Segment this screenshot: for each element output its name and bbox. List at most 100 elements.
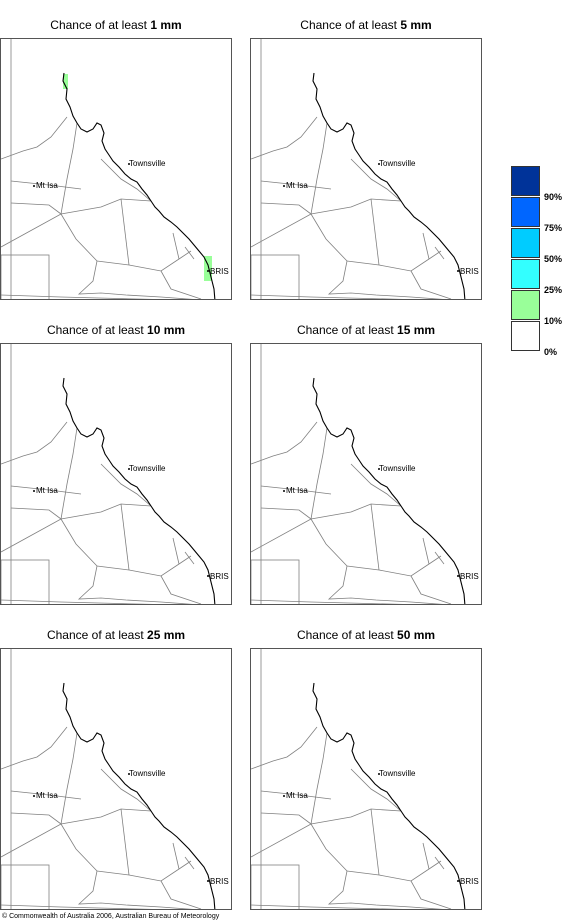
district-boundary bbox=[422, 537, 430, 565]
city-dot bbox=[457, 575, 459, 577]
legend-tick-50: 50% bbox=[544, 254, 563, 264]
city-dot bbox=[33, 185, 35, 187]
district-boundary bbox=[10, 790, 82, 800]
legend-swatch-0-10 bbox=[511, 321, 540, 351]
district-boundary bbox=[1, 904, 153, 909]
coastline bbox=[62, 72, 216, 299]
district-boundary bbox=[60, 213, 98, 262]
district-boundary bbox=[172, 842, 180, 870]
district-boundary bbox=[1, 503, 152, 553]
district-boundary bbox=[346, 250, 442, 272]
queensland-map: Townsville Mt Isa BRIS bbox=[1, 39, 229, 299]
inset-box bbox=[1, 864, 50, 909]
district-boundary bbox=[1, 808, 152, 858]
district-boundary bbox=[60, 823, 98, 872]
district-boundary bbox=[327, 565, 443, 604]
label-townsville: Townsville bbox=[379, 769, 416, 778]
district-boundary bbox=[100, 768, 152, 812]
label-townsville: Townsville bbox=[129, 159, 166, 168]
district-boundary bbox=[410, 575, 452, 604]
district-boundary bbox=[10, 202, 62, 215]
district-boundary bbox=[310, 427, 328, 520]
district-boundary bbox=[172, 232, 180, 260]
panel-title: Chance of at least 50 mm bbox=[296, 628, 436, 642]
label-bris: BRIS bbox=[460, 267, 479, 276]
district-boundary bbox=[251, 726, 318, 770]
district-boundary bbox=[10, 507, 62, 520]
city-dot bbox=[207, 880, 209, 882]
district-boundary bbox=[10, 485, 82, 495]
district-boundary bbox=[260, 202, 312, 215]
label-townsville: Townsville bbox=[129, 769, 166, 778]
district-boundary bbox=[310, 823, 348, 872]
district-boundary bbox=[96, 860, 192, 882]
district-boundary bbox=[96, 250, 192, 272]
district-boundary bbox=[10, 812, 62, 825]
inset-box bbox=[251, 254, 300, 299]
district-boundary bbox=[1, 599, 153, 604]
district-boundary bbox=[251, 904, 403, 909]
district-boundary bbox=[370, 503, 380, 571]
district-boundary bbox=[160, 880, 202, 909]
queensland-map: Townsville Mt Isa BRIS bbox=[251, 39, 479, 299]
legend-swatch-75-90 bbox=[511, 197, 540, 227]
panel-title: Chance of at least 1 mm bbox=[50, 18, 182, 32]
legend-swatch-90-100 bbox=[511, 166, 540, 196]
district-boundary bbox=[260, 180, 332, 190]
district-boundary bbox=[251, 503, 402, 553]
city-dot bbox=[207, 270, 209, 272]
district-boundary bbox=[96, 555, 192, 577]
city-dot bbox=[378, 468, 380, 470]
city-dot bbox=[128, 773, 130, 775]
district-boundary bbox=[327, 260, 443, 299]
panel-title: Chance of at least 10 mm bbox=[46, 323, 186, 337]
label-bris: BRIS bbox=[210, 267, 229, 276]
district-boundary bbox=[350, 158, 402, 202]
district-boundary bbox=[77, 565, 193, 604]
district-boundary bbox=[1, 294, 153, 299]
district-boundary bbox=[410, 880, 452, 909]
label-bris: BRIS bbox=[210, 877, 229, 886]
inset-box bbox=[1, 559, 50, 604]
district-boundary bbox=[120, 198, 130, 266]
map-5mm: Townsville Mt Isa BRIS bbox=[250, 38, 482, 300]
panel-title: Chance of at least 5 mm bbox=[300, 18, 432, 32]
label-mt-isa: Mt Isa bbox=[36, 486, 58, 495]
district-boundary bbox=[310, 213, 348, 262]
district-boundary bbox=[370, 198, 380, 266]
district-boundary bbox=[1, 116, 68, 160]
district-boundary bbox=[434, 551, 445, 565]
district-boundary bbox=[251, 198, 402, 248]
district-boundary bbox=[77, 870, 193, 909]
district-boundary bbox=[184, 551, 195, 565]
inset-box bbox=[251, 864, 300, 909]
legend-tick-90: 90% bbox=[544, 192, 563, 202]
city-dot bbox=[283, 795, 285, 797]
city-dot bbox=[457, 880, 459, 882]
district-boundary bbox=[260, 812, 312, 825]
legend-tick-0: 0% bbox=[544, 347, 558, 357]
district-boundary bbox=[184, 856, 195, 870]
district-boundary bbox=[60, 427, 78, 520]
legend-swatch-25-50 bbox=[511, 259, 540, 289]
label-mt-isa: Mt Isa bbox=[286, 791, 308, 800]
legend-tick-25: 25% bbox=[544, 285, 563, 295]
city-dot bbox=[207, 575, 209, 577]
district-boundary bbox=[251, 421, 318, 465]
district-boundary bbox=[434, 856, 445, 870]
map-1mm: Townsville Mt Isa BRIS bbox=[0, 38, 232, 300]
inset-box bbox=[251, 559, 300, 604]
coastline bbox=[312, 72, 466, 299]
district-boundary bbox=[434, 246, 445, 260]
district-boundary bbox=[160, 575, 202, 604]
label-bris: BRIS bbox=[210, 572, 229, 581]
label-townsville: Townsville bbox=[129, 464, 166, 473]
district-boundary bbox=[251, 599, 403, 604]
map-50mm: Townsville Mt Isa BRIS bbox=[250, 648, 482, 910]
panel-title: Chance of at least 25 mm bbox=[46, 628, 186, 642]
inset-box bbox=[1, 254, 50, 299]
district-boundary bbox=[260, 790, 332, 800]
district-boundary bbox=[410, 270, 452, 299]
district-boundary bbox=[327, 870, 443, 909]
district-boundary bbox=[350, 463, 402, 507]
